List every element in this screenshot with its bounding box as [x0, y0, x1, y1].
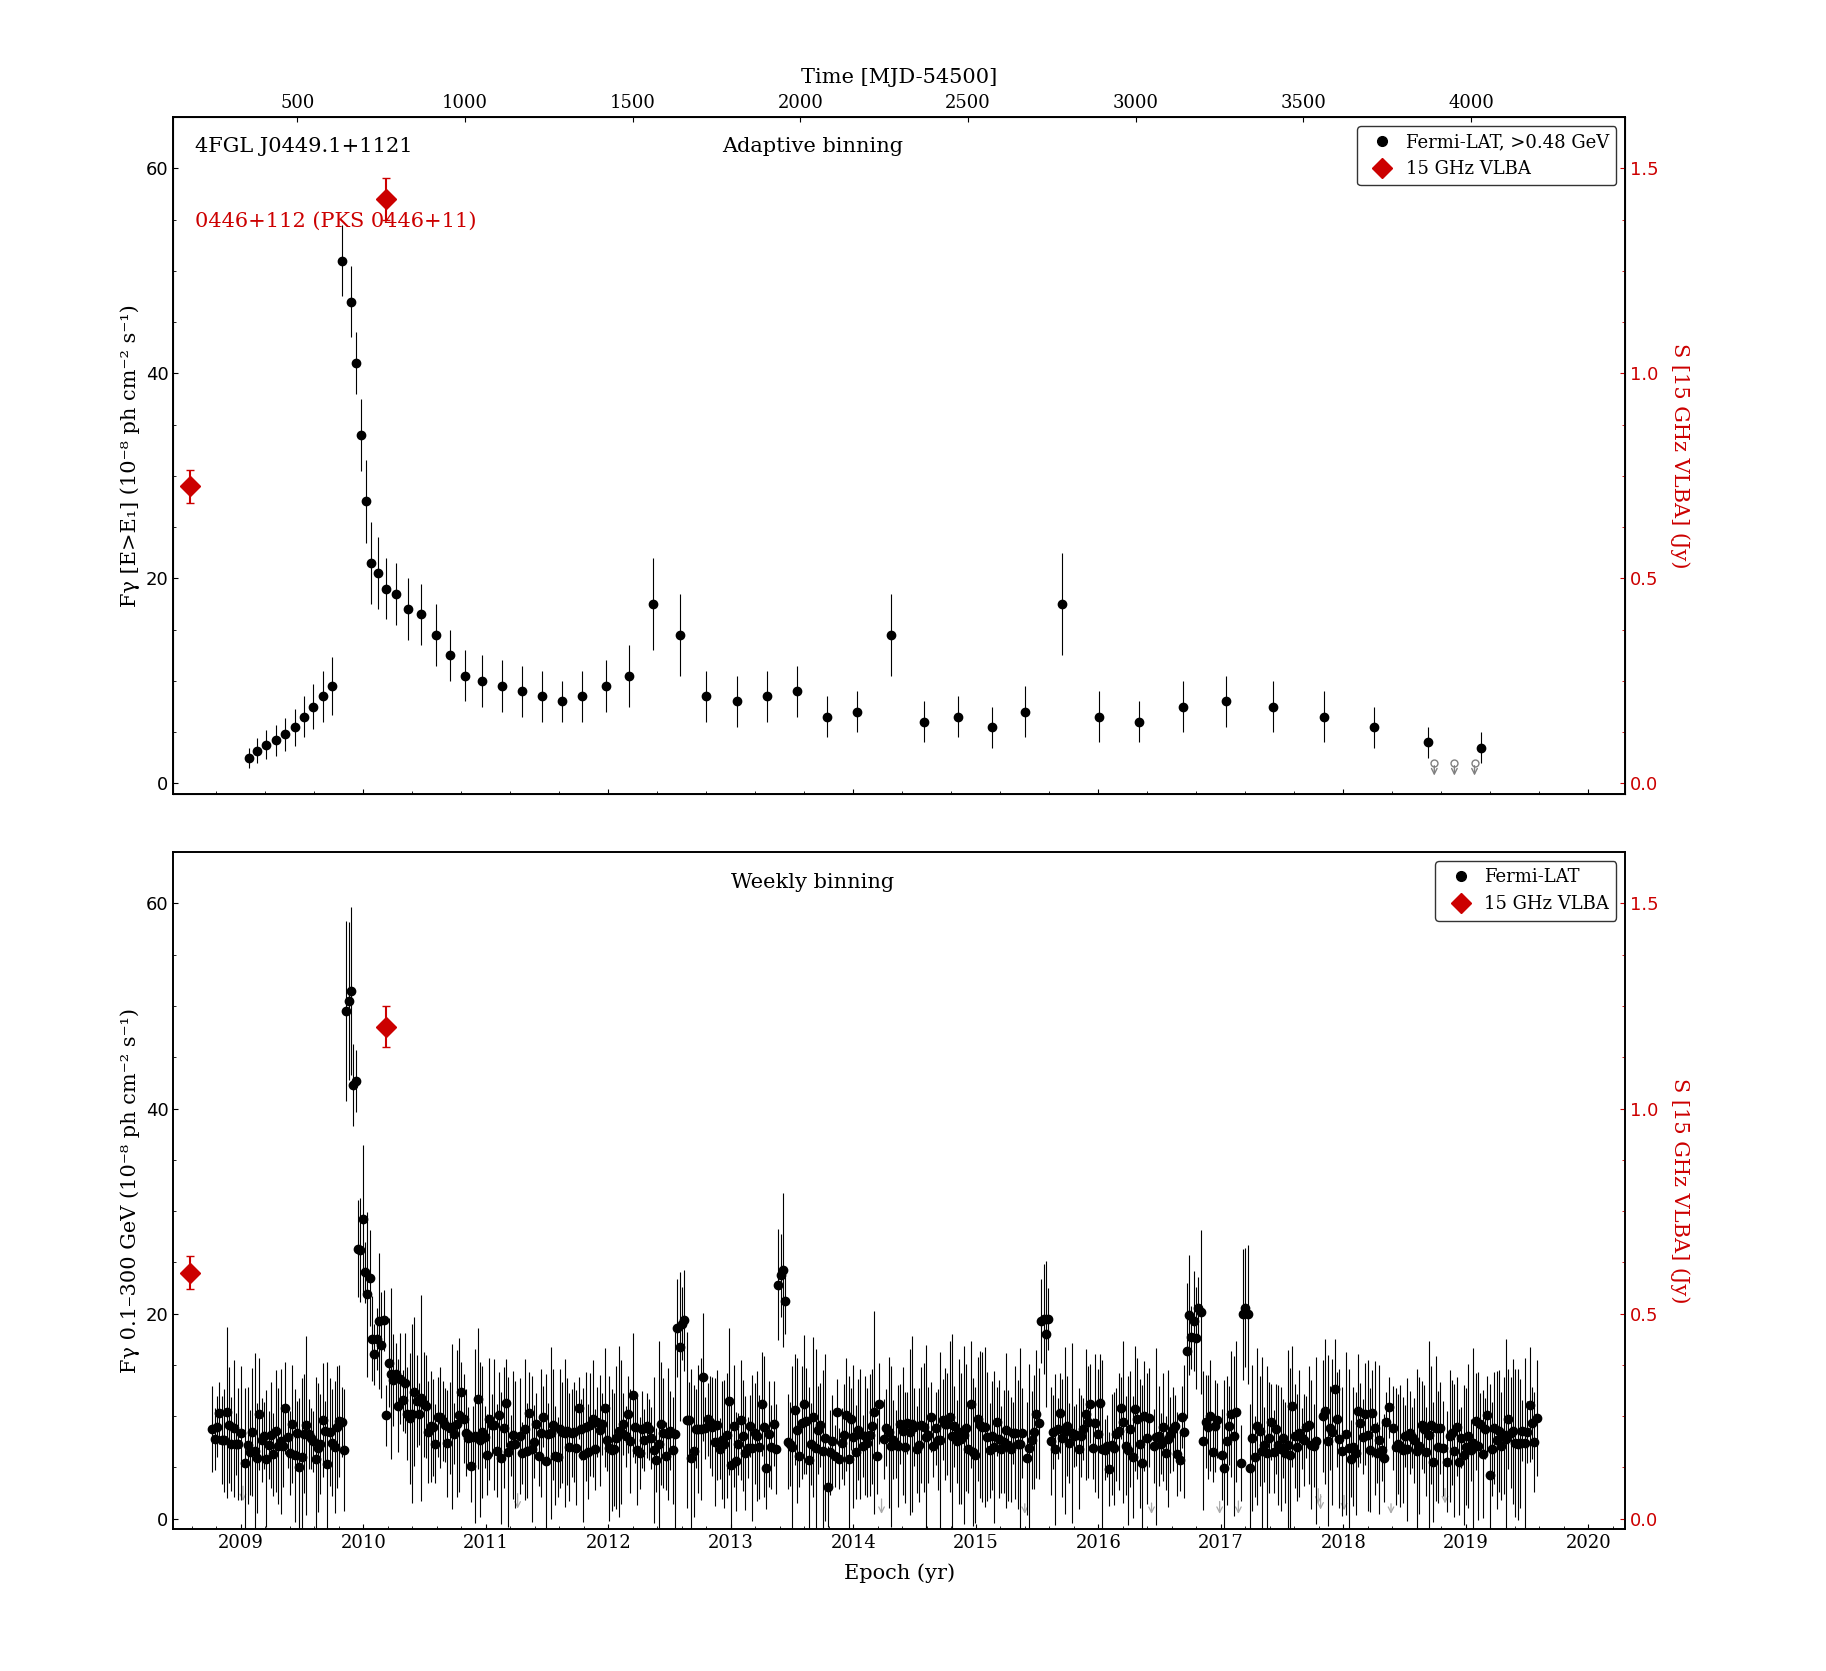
- Y-axis label: S [15 GHz VLBA] (Jy): S [15 GHz VLBA] (Jy): [1669, 343, 1689, 568]
- Y-axis label: Fγ [E>E₁] (10⁻⁸ ph cm⁻² s⁻¹): Fγ [E>E₁] (10⁻⁸ ph cm⁻² s⁻¹): [121, 304, 141, 607]
- Y-axis label: Fγ 0.1–300 GeV (10⁻⁸ ph cm⁻² s⁻¹): Fγ 0.1–300 GeV (10⁻⁸ ph cm⁻² s⁻¹): [121, 1008, 141, 1374]
- Text: Weekly binning: Weekly binning: [730, 872, 893, 892]
- X-axis label: Time [MJD-54500]: Time [MJD-54500]: [802, 69, 997, 87]
- Text: 4FGL J0449.1+1121: 4FGL J0449.1+1121: [195, 137, 413, 157]
- Legend: Fermi-LAT, >0.48 GeV, 15 GHz VLBA: Fermi-LAT, >0.48 GeV, 15 GHz VLBA: [1357, 125, 1616, 185]
- Text: 0446+112 (PKS 0446+11): 0446+112 (PKS 0446+11): [195, 212, 477, 231]
- Text: Adaptive binning: Adaptive binning: [721, 137, 902, 157]
- X-axis label: Epoch (yr): Epoch (yr): [844, 1562, 955, 1582]
- Legend: Fermi-LAT, 15 GHz VLBA: Fermi-LAT, 15 GHz VLBA: [1435, 861, 1616, 921]
- Y-axis label: S [15 GHz VLBA] (Jy): S [15 GHz VLBA] (Jy): [1669, 1078, 1689, 1303]
